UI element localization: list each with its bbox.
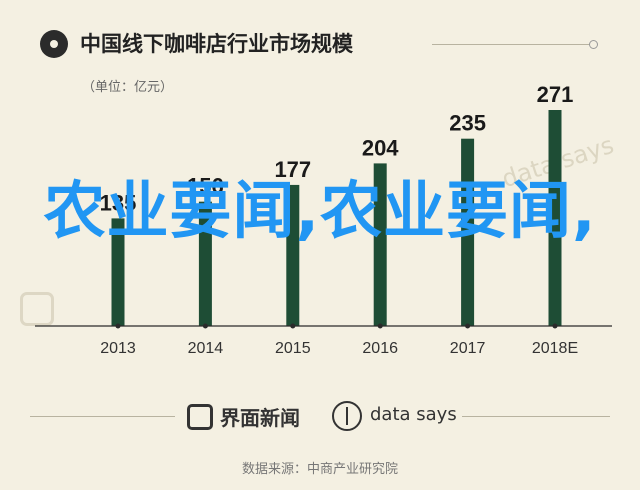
title-end-dot-icon <box>589 40 598 49</box>
value-label-2017: 235 <box>449 111 486 136</box>
x-tick-label-2016: 2016 <box>362 340 398 357</box>
bar-2018E <box>548 110 562 326</box>
bar-2016 <box>373 163 387 326</box>
datasays-logo-icon <box>332 401 362 431</box>
partner-name: data says <box>370 404 457 425</box>
jiemian-watermark-icon <box>20 292 54 326</box>
brand-name: 界面新闻 <box>220 406 300 430</box>
bar-2017 <box>461 138 475 326</box>
data-source: 数据来源：中商产业研究院 <box>241 462 398 477</box>
value-label-2016: 204 <box>362 135 399 160</box>
bar-2013 <box>111 218 125 326</box>
x-tick-label-2013: 2013 <box>100 340 136 357</box>
x-tick-label-2015: 2015 <box>275 340 311 357</box>
footer-divider-left <box>30 416 175 417</box>
footer-divider-right <box>462 416 610 417</box>
chart-title: 中国线下咖啡店行业市场规模 <box>80 32 353 56</box>
unit-label: （单位：亿元） <box>82 80 174 95</box>
footer: 界面新闻 data says <box>30 398 610 438</box>
value-label-2018E: 271 <box>537 82 574 107</box>
x-tick-label-2017: 2017 <box>450 340 486 357</box>
overlay-headline: 农业要闻,农业要闻, <box>43 174 597 247</box>
title-divider <box>432 44 590 45</box>
chart-header: 中国线下咖啡店行业市场规模 <box>40 28 600 60</box>
x-tick-label-2018E: 2018E <box>532 340 578 357</box>
bar-2014 <box>198 201 212 326</box>
value-label-2013: 135 <box>100 190 137 215</box>
value-label-2015: 177 <box>274 157 311 182</box>
jiemian-logo-icon <box>187 404 213 430</box>
value-label-2014: 156 <box>187 174 224 199</box>
x-tick-label-2014: 2014 <box>188 340 224 357</box>
record-icon <box>40 30 68 58</box>
bar-2015 <box>286 184 300 326</box>
